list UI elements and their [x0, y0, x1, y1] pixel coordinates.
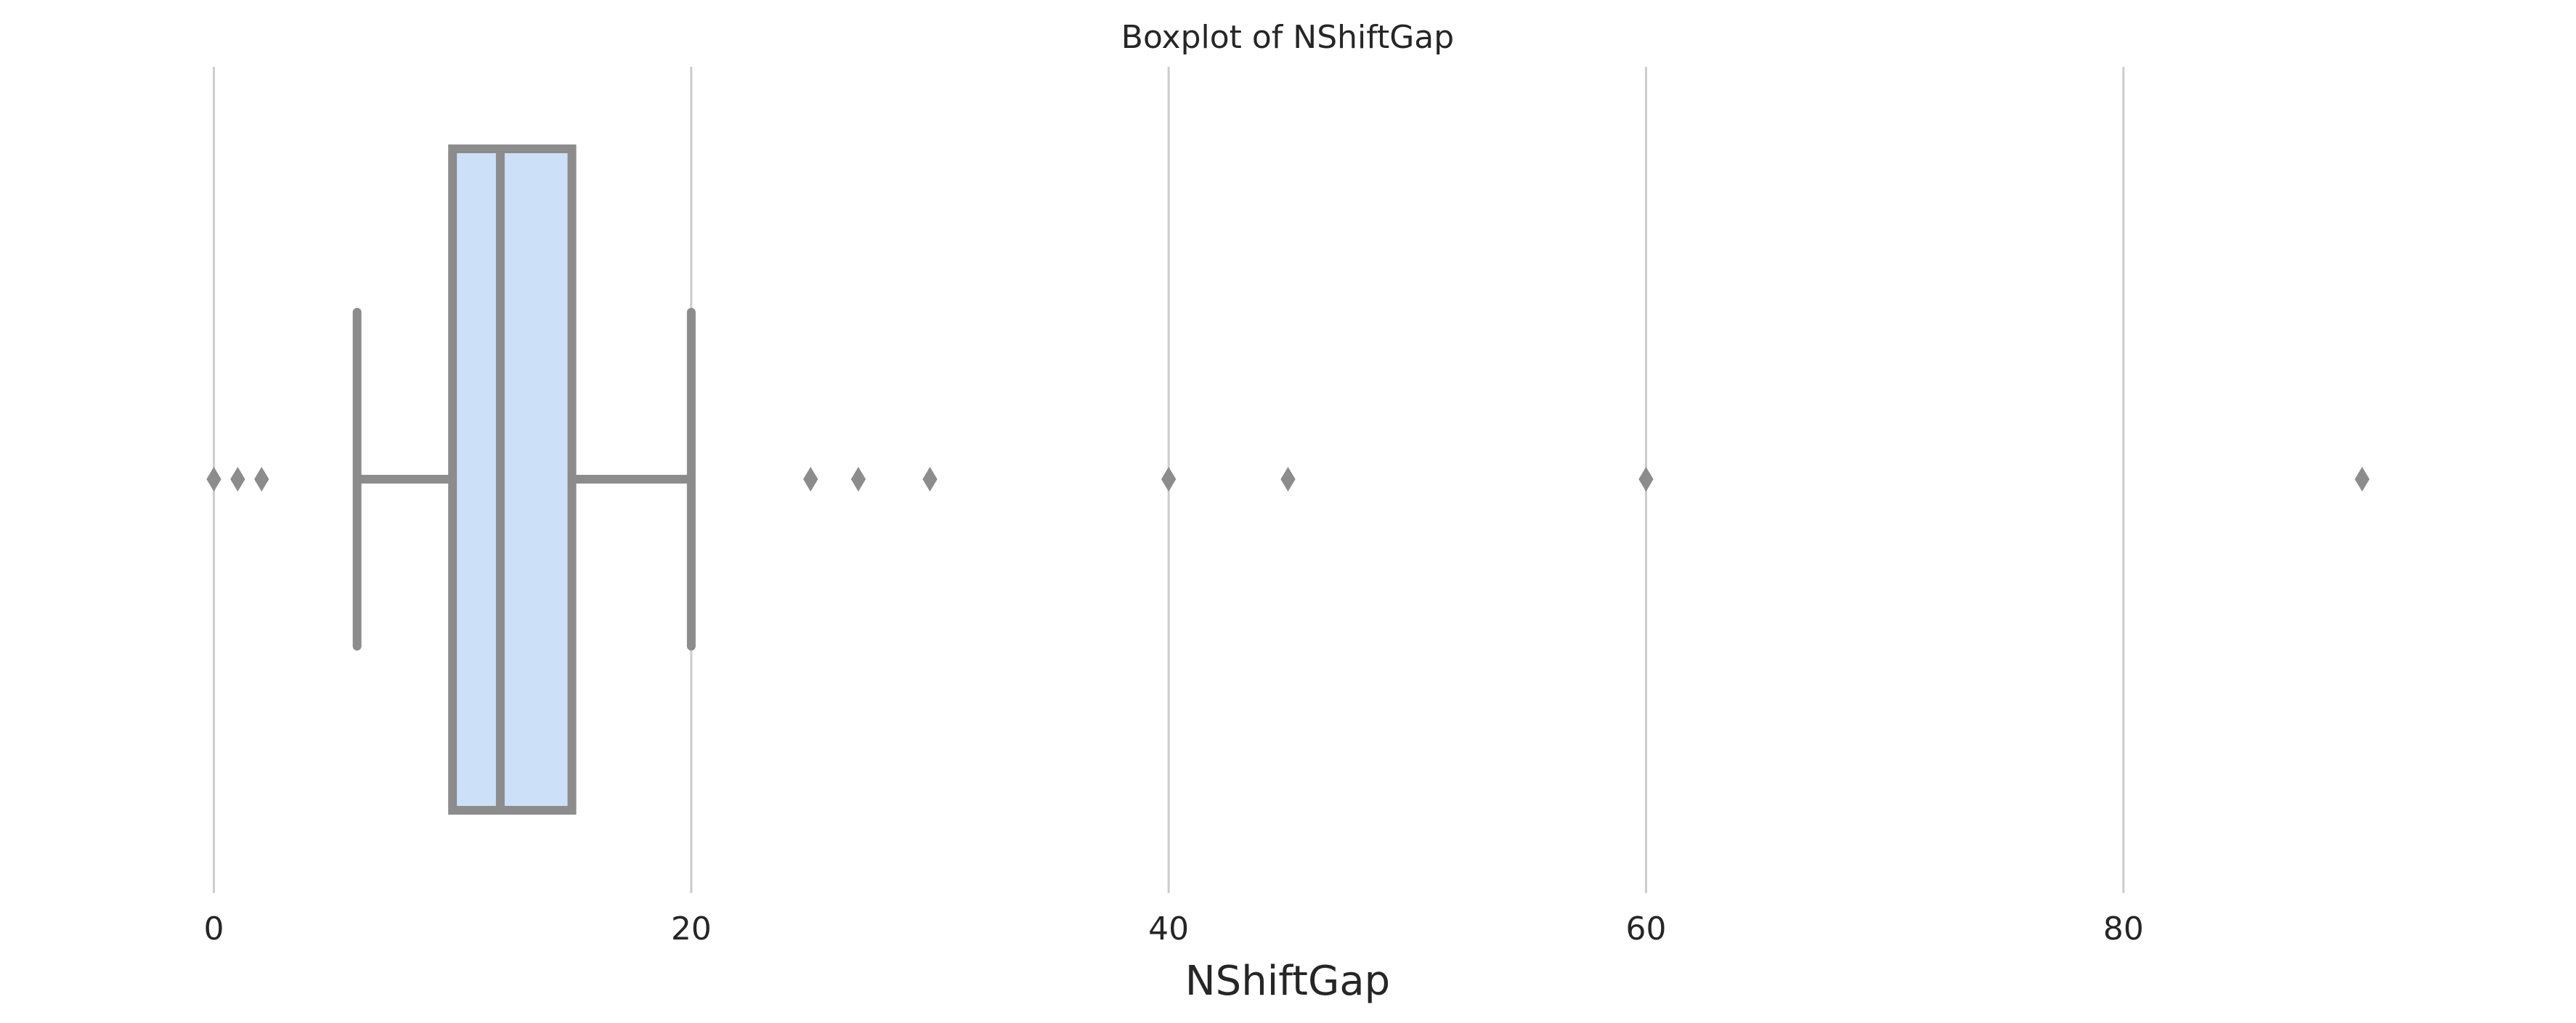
- outlier-point: [2354, 467, 2370, 492]
- outlier-point: [206, 467, 222, 492]
- outlier-point: [230, 467, 245, 492]
- x-tick-label-60: 60: [1626, 910, 1667, 947]
- x-axis-label: NShiftGap: [1185, 958, 1390, 1005]
- iqr-box: [448, 144, 577, 815]
- chart-title: Boxplot of NShiftGap: [1121, 19, 1454, 56]
- outlier-point: [254, 467, 269, 492]
- outlier-point: [1280, 467, 1296, 492]
- x-tick-label-20: 20: [671, 910, 712, 947]
- outlier-point: [850, 467, 866, 492]
- outlier-point: [803, 467, 818, 492]
- outlier-point: [922, 467, 938, 492]
- x-tick-label-40: 40: [1148, 910, 1189, 947]
- x-tick-labels: 0 20 40 60 80: [203, 910, 2143, 947]
- outlier-point: [1638, 467, 1654, 492]
- outlier-point: [1161, 467, 1177, 492]
- x-tick-label-80: 80: [2103, 910, 2144, 947]
- outlier-points: [206, 467, 2370, 492]
- x-tick-label-0: 0: [203, 910, 224, 947]
- boxplot: [352, 144, 696, 815]
